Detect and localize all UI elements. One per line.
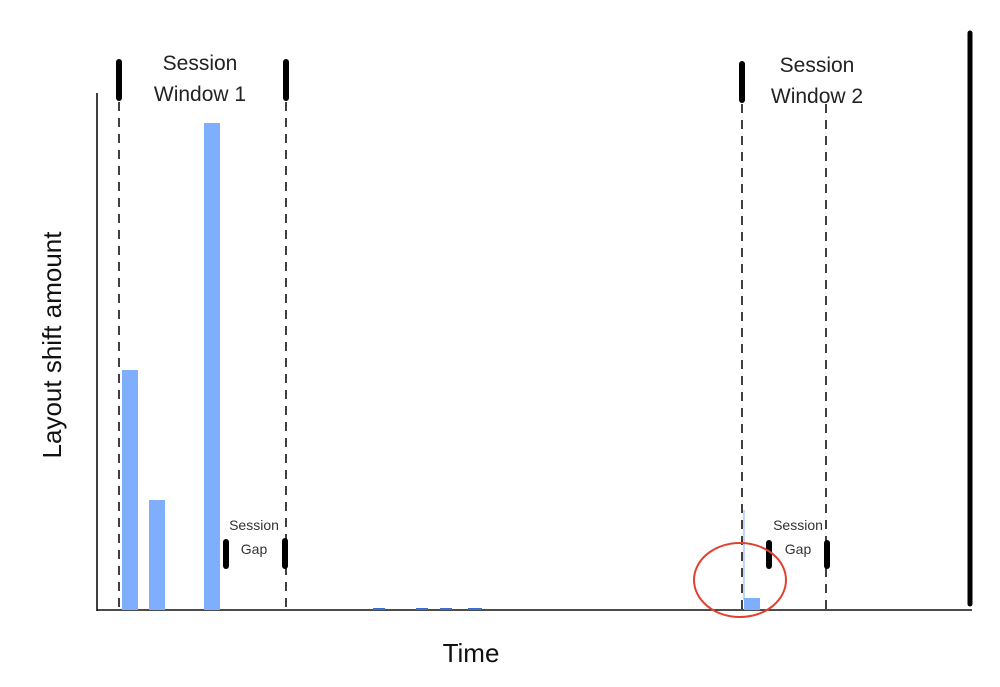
window-1-label-line2: Window 1: [154, 83, 246, 106]
window-2-label-line2: Window 2: [771, 85, 863, 108]
gap-2-label-line2: Gap: [785, 541, 812, 557]
shift-bar: [204, 123, 220, 610]
window-2-label-line1: Session: [780, 54, 855, 77]
x-axis-title: Time: [443, 638, 500, 668]
window-1-label-line1: Session: [163, 52, 238, 75]
shift-bar: [149, 500, 165, 610]
tiny-shift-marks: [373, 608, 482, 610]
shift-bar: [744, 598, 760, 610]
shift-bar: [122, 370, 138, 610]
gap-2-label-line1: Session: [773, 517, 823, 533]
gap-1-label-line2: Gap: [241, 541, 268, 557]
highlight-circle: [693, 542, 787, 618]
gap-1-label-line1: Session: [229, 517, 279, 533]
y-axis-title: Layout shift amount: [37, 231, 67, 459]
